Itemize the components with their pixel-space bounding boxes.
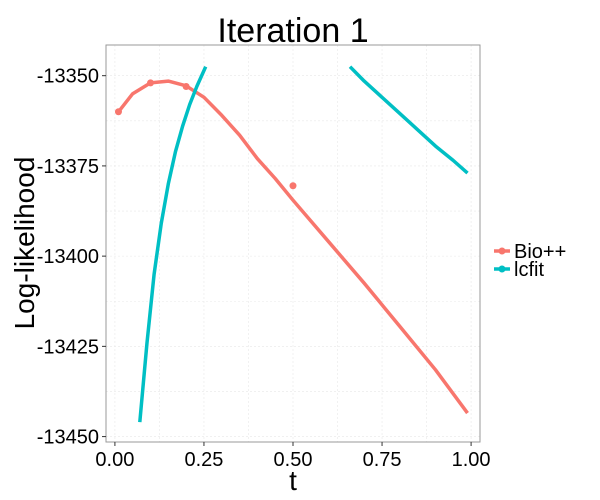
y-axis-title: Log-likelihood	[9, 157, 40, 330]
legend-key-point-bio	[498, 247, 506, 255]
series-line-lcfit-segment-2	[348, 65, 469, 175]
x-axis-title: t	[289, 465, 297, 496]
data-point-bio	[182, 83, 190, 91]
data-point-bio	[289, 182, 297, 190]
x-tick-label: 0.00	[95, 449, 134, 471]
series-layer	[114, 65, 469, 423]
legend-key-point-lcfit	[498, 265, 506, 273]
data-point-bio	[114, 108, 122, 116]
y-tick-label: -13350	[37, 66, 99, 88]
y-tick-label: -13375	[37, 156, 99, 178]
series-line-lcfit-segment-1	[138, 65, 208, 423]
legend: Bio++lcfit	[494, 241, 566, 281]
x-tick-label: 0.50	[274, 449, 313, 471]
x-tick-label: 1.00	[452, 449, 491, 471]
legend-label-bio: Bio++	[514, 241, 566, 263]
chart-title: Iteration 1	[217, 12, 368, 50]
x-tick-label: 0.75	[363, 449, 402, 471]
series-line-bio	[117, 79, 469, 415]
y-tick-label: -13400	[37, 246, 99, 268]
y-axis: -13350 -13375 -13400 -13425 -13450	[37, 66, 106, 449]
y-tick-label: -13425	[37, 336, 99, 358]
legend-label-lcfit: lcfit	[514, 259, 544, 281]
x-tick-label: 0.25	[184, 449, 223, 471]
y-tick-label: -13450	[37, 427, 99, 449]
x-axis: 0.00 0.25 0.50 0.75 1.00	[95, 442, 491, 471]
data-point-bio	[147, 79, 155, 87]
grid	[106, 45, 480, 442]
